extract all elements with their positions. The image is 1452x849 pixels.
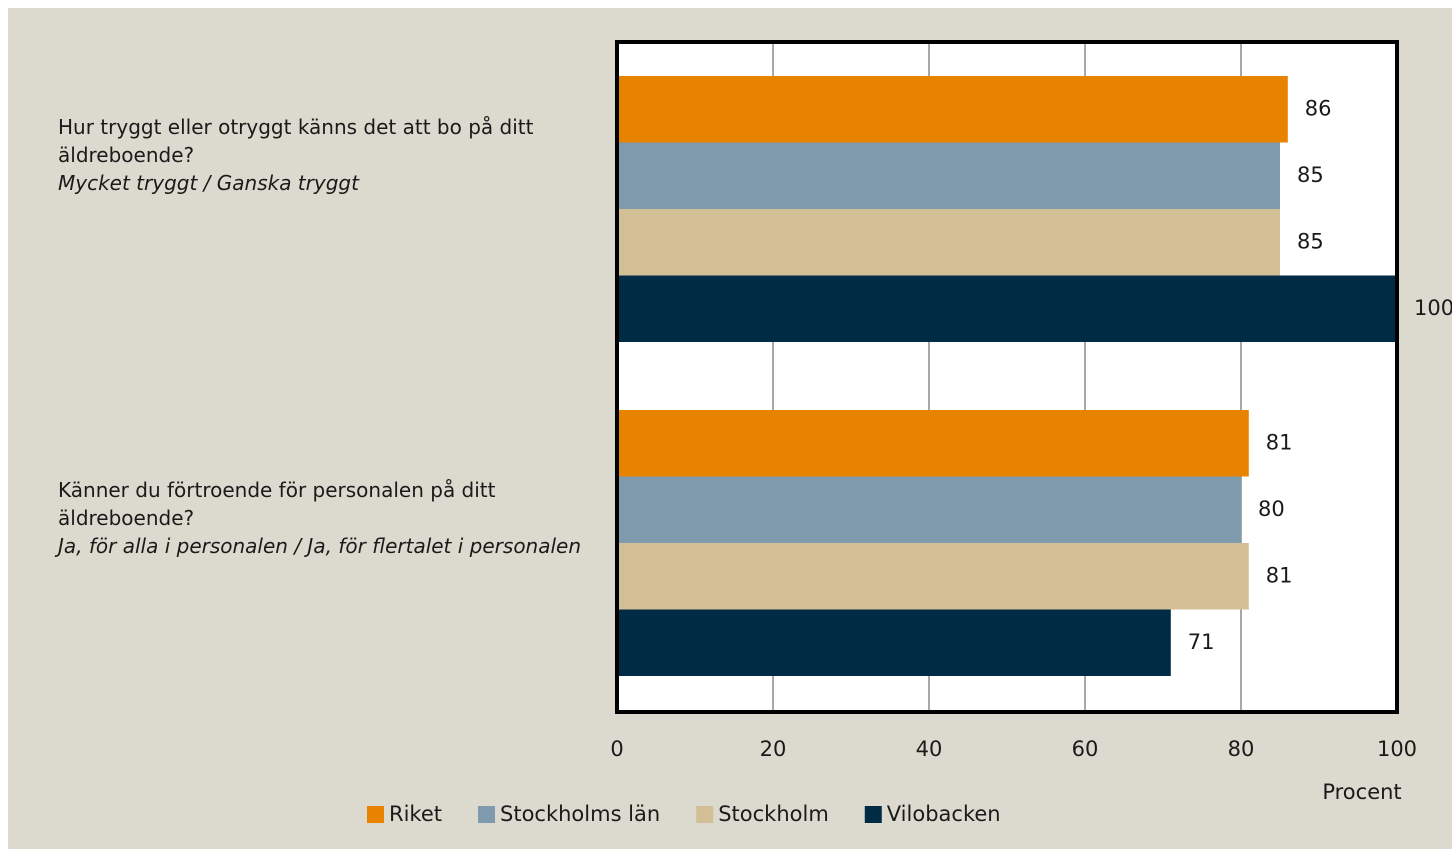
- category-text: Hur tryggt eller otryggt känns det att b…: [58, 115, 534, 167]
- value-label: 100: [1414, 296, 1452, 320]
- value-label: 81: [1266, 563, 1293, 587]
- x-tick-label: 80: [1228, 737, 1255, 761]
- bars: 86 85 85 100 81 80 81 71: [617, 76, 1452, 676]
- x-tick-label: 40: [916, 737, 943, 761]
- legend-swatch: [478, 806, 495, 823]
- legend-label: Vilobacken: [887, 802, 1001, 826]
- bar: [617, 142, 1280, 209]
- x-tick-label: 60: [1072, 737, 1099, 761]
- x-tick-label: 20: [760, 737, 787, 761]
- bar: [617, 609, 1171, 676]
- value-label: 80: [1258, 497, 1285, 521]
- legend-label: Stockholms län: [500, 802, 660, 826]
- category-label: Hur tryggt eller otryggt känns det att b…: [58, 113, 598, 197]
- bar: [617, 275, 1397, 342]
- category-note: Mycket tryggt / Ganska tryggt: [58, 171, 359, 195]
- x-tick-label: 100: [1377, 737, 1417, 761]
- legend-swatch: [367, 806, 384, 823]
- x-axis-label: Procent: [1322, 780, 1401, 804]
- category-label: Känner du förtroende för personalen på d…: [58, 476, 598, 560]
- value-label: 85: [1297, 229, 1324, 253]
- legend-label: Riket: [389, 802, 442, 826]
- bar: [617, 476, 1241, 543]
- bar: [617, 410, 1249, 477]
- bar: [617, 543, 1249, 610]
- plot-border: [615, 40, 1399, 714]
- value-label: 81: [1266, 430, 1293, 454]
- x-tick-label: 0: [610, 737, 623, 761]
- bar: [617, 209, 1280, 276]
- legend-swatch: [696, 806, 714, 823]
- bar: [617, 76, 1288, 143]
- legend: Riket Stockholms län Stockholm Vilobacken: [367, 802, 1001, 826]
- value-label: 86: [1305, 96, 1332, 120]
- category-note: Ja, för alla i personalen / Ja, för fler…: [58, 534, 582, 558]
- legend-swatch: [864, 806, 882, 823]
- legend-label: Stockholm: [718, 802, 829, 826]
- value-label: 71: [1188, 630, 1215, 654]
- category-text: Känner du förtroende för personalen på d…: [58, 478, 496, 530]
- value-label: 85: [1297, 163, 1324, 187]
